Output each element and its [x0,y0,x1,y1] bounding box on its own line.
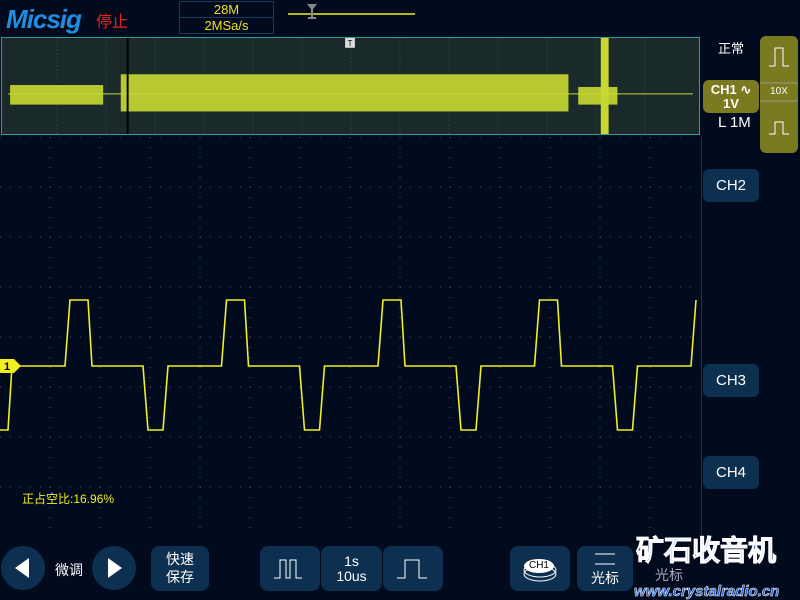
trigger-marker-icon [345,38,355,48]
ch2-button[interactable]: CH2 [703,169,759,202]
watermark-url: www.crystalradio.cn [634,583,780,600]
channel-select-button[interactable]: CH1 [510,546,570,591]
timebase-display[interactable]: 1s 10us [321,546,382,591]
main-waveform-display[interactable]: 1 正占空比:16.96% [0,137,702,537]
pulse-narrow-icon [274,559,302,579]
memory-depth: 28M [180,2,273,18]
svg-text:T: T [348,39,353,48]
ch4-button[interactable]: CH4 [703,456,759,489]
fine-adjust-left-button[interactable] [1,546,45,590]
arrow-right-icon [108,558,122,578]
fine-adjust-label: 微调 [55,562,83,578]
trigger-position-bar[interactable] [285,2,417,22]
trigger-position-icon [307,4,317,19]
timebase-narrow-button[interactable] [260,546,320,591]
pulse-icons [760,47,798,135]
pulse-narrow-icon [769,121,789,135]
cursor-button[interactable]: 光标 [577,546,633,591]
waveform-overview[interactable]: T [1,37,700,135]
pulse-wide-icon [769,47,789,67]
cursor-lines-icon [595,553,615,565]
ch1-level-marker [0,359,21,373]
sample-rate: 2MSa/s [204,18,249,33]
timebase-wide-button[interactable] [383,546,443,591]
duty-cycle-measurement: 正占空比:16.96% [22,491,114,506]
ch1-stack-icon [523,559,557,582]
fine-adjust-right-button[interactable] [92,546,136,590]
trigger-mode[interactable]: 正常 [718,41,745,56]
ch1-waveform [0,299,697,431]
probe-panel[interactable]: 10X [760,36,798,153]
run-state[interactable]: 停止 [96,14,129,31]
ch1-button[interactable]: CH1 ∿ 1V [703,80,759,113]
probe-ratio: 10X [770,86,788,97]
pulse-wide-icon [397,559,427,579]
ac-wave-icon: ∿ [740,82,752,97]
arrow-left-icon [15,558,29,578]
ch1-impedance: L 1M [718,114,751,131]
quick-save-button[interactable]: 快速 保存 [151,546,209,591]
brand-logo: Micsig [6,4,82,34]
acquisition-info[interactable]: 28M 2MSa/s [179,1,274,34]
ch3-button[interactable]: CH3 [703,364,759,397]
watermark: 矿石收音机 [635,535,777,566]
svg-text:1: 1 [4,361,10,373]
cursor2-label[interactable]: 光标 [655,567,683,583]
